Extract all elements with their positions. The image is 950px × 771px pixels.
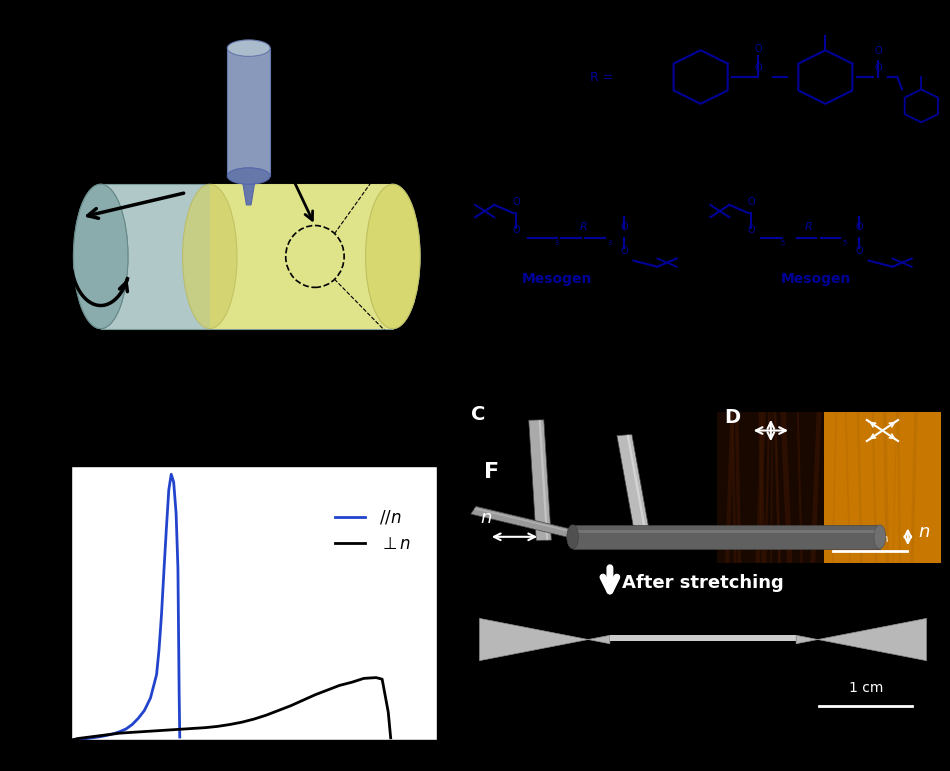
Text: O: O bbox=[874, 46, 882, 56]
Ellipse shape bbox=[366, 184, 420, 328]
Text: D: D bbox=[724, 408, 740, 427]
Text: O: O bbox=[620, 247, 628, 257]
Text: R =: R = bbox=[590, 70, 614, 83]
Text: E: E bbox=[42, 436, 57, 456]
Text: F: F bbox=[484, 462, 500, 482]
Ellipse shape bbox=[73, 184, 128, 328]
Ellipse shape bbox=[182, 184, 237, 328]
Y-axis label: Stress (MPa): Stress (MPa) bbox=[19, 552, 37, 655]
Text: After stretching: After stretching bbox=[622, 574, 784, 592]
Polygon shape bbox=[474, 508, 600, 539]
Polygon shape bbox=[617, 435, 650, 534]
Text: $_5$: $_5$ bbox=[842, 238, 848, 248]
Polygon shape bbox=[471, 507, 601, 544]
Bar bbox=[825, 412, 940, 563]
Ellipse shape bbox=[567, 525, 579, 549]
Ellipse shape bbox=[874, 525, 885, 549]
Bar bbox=[610, 635, 796, 641]
Text: Mesogen: Mesogen bbox=[522, 272, 592, 286]
Text: $\mathit{n}$: $\mathit{n}$ bbox=[481, 509, 493, 527]
Polygon shape bbox=[627, 435, 647, 533]
Ellipse shape bbox=[73, 184, 128, 328]
Text: 1 cm: 1 cm bbox=[628, 527, 658, 540]
Text: O: O bbox=[748, 225, 755, 235]
Bar bbox=[227, 48, 270, 176]
Text: $\mathit{n}$: $\mathit{n}$ bbox=[918, 523, 930, 540]
Text: Heating: Heating bbox=[67, 35, 147, 54]
Text: O: O bbox=[754, 44, 762, 54]
Polygon shape bbox=[573, 530, 880, 534]
Text: O: O bbox=[855, 223, 863, 233]
Text: syringe: syringe bbox=[67, 65, 142, 82]
Text: O: O bbox=[754, 62, 762, 72]
Polygon shape bbox=[539, 420, 548, 540]
Text: R: R bbox=[805, 221, 812, 231]
Text: O: O bbox=[512, 197, 520, 207]
Text: O: O bbox=[620, 223, 628, 233]
Text: O: O bbox=[855, 247, 863, 257]
Text: O: O bbox=[512, 225, 520, 235]
Text: C: C bbox=[471, 405, 485, 424]
Text: $_3$: $_3$ bbox=[607, 238, 613, 248]
Text: O: O bbox=[874, 62, 882, 72]
Text: Rotating: Rotating bbox=[139, 342, 234, 362]
Polygon shape bbox=[241, 176, 256, 205]
Bar bbox=[101, 184, 393, 328]
Text: $_3$: $_3$ bbox=[554, 238, 560, 248]
Ellipse shape bbox=[227, 168, 270, 184]
Text: 500 μm: 500 μm bbox=[851, 534, 889, 544]
Text: $_5$: $_5$ bbox=[780, 238, 786, 248]
Legend: $\mathit{//n}$, $\bot\mathit{n}$: $\mathit{//n}$, $\bot\mathit{n}$ bbox=[329, 502, 418, 560]
Text: substrate: substrate bbox=[134, 375, 239, 395]
Ellipse shape bbox=[227, 40, 270, 56]
Ellipse shape bbox=[366, 184, 420, 328]
Text: O: O bbox=[748, 197, 755, 207]
Polygon shape bbox=[573, 525, 880, 549]
Bar bbox=[210, 184, 393, 328]
Polygon shape bbox=[796, 618, 926, 661]
Polygon shape bbox=[480, 618, 610, 661]
Text: Mesogen: Mesogen bbox=[781, 272, 851, 286]
Bar bbox=[717, 412, 825, 563]
Text: R: R bbox=[580, 221, 587, 231]
Polygon shape bbox=[529, 420, 551, 540]
Text: 1 cm: 1 cm bbox=[848, 681, 884, 695]
